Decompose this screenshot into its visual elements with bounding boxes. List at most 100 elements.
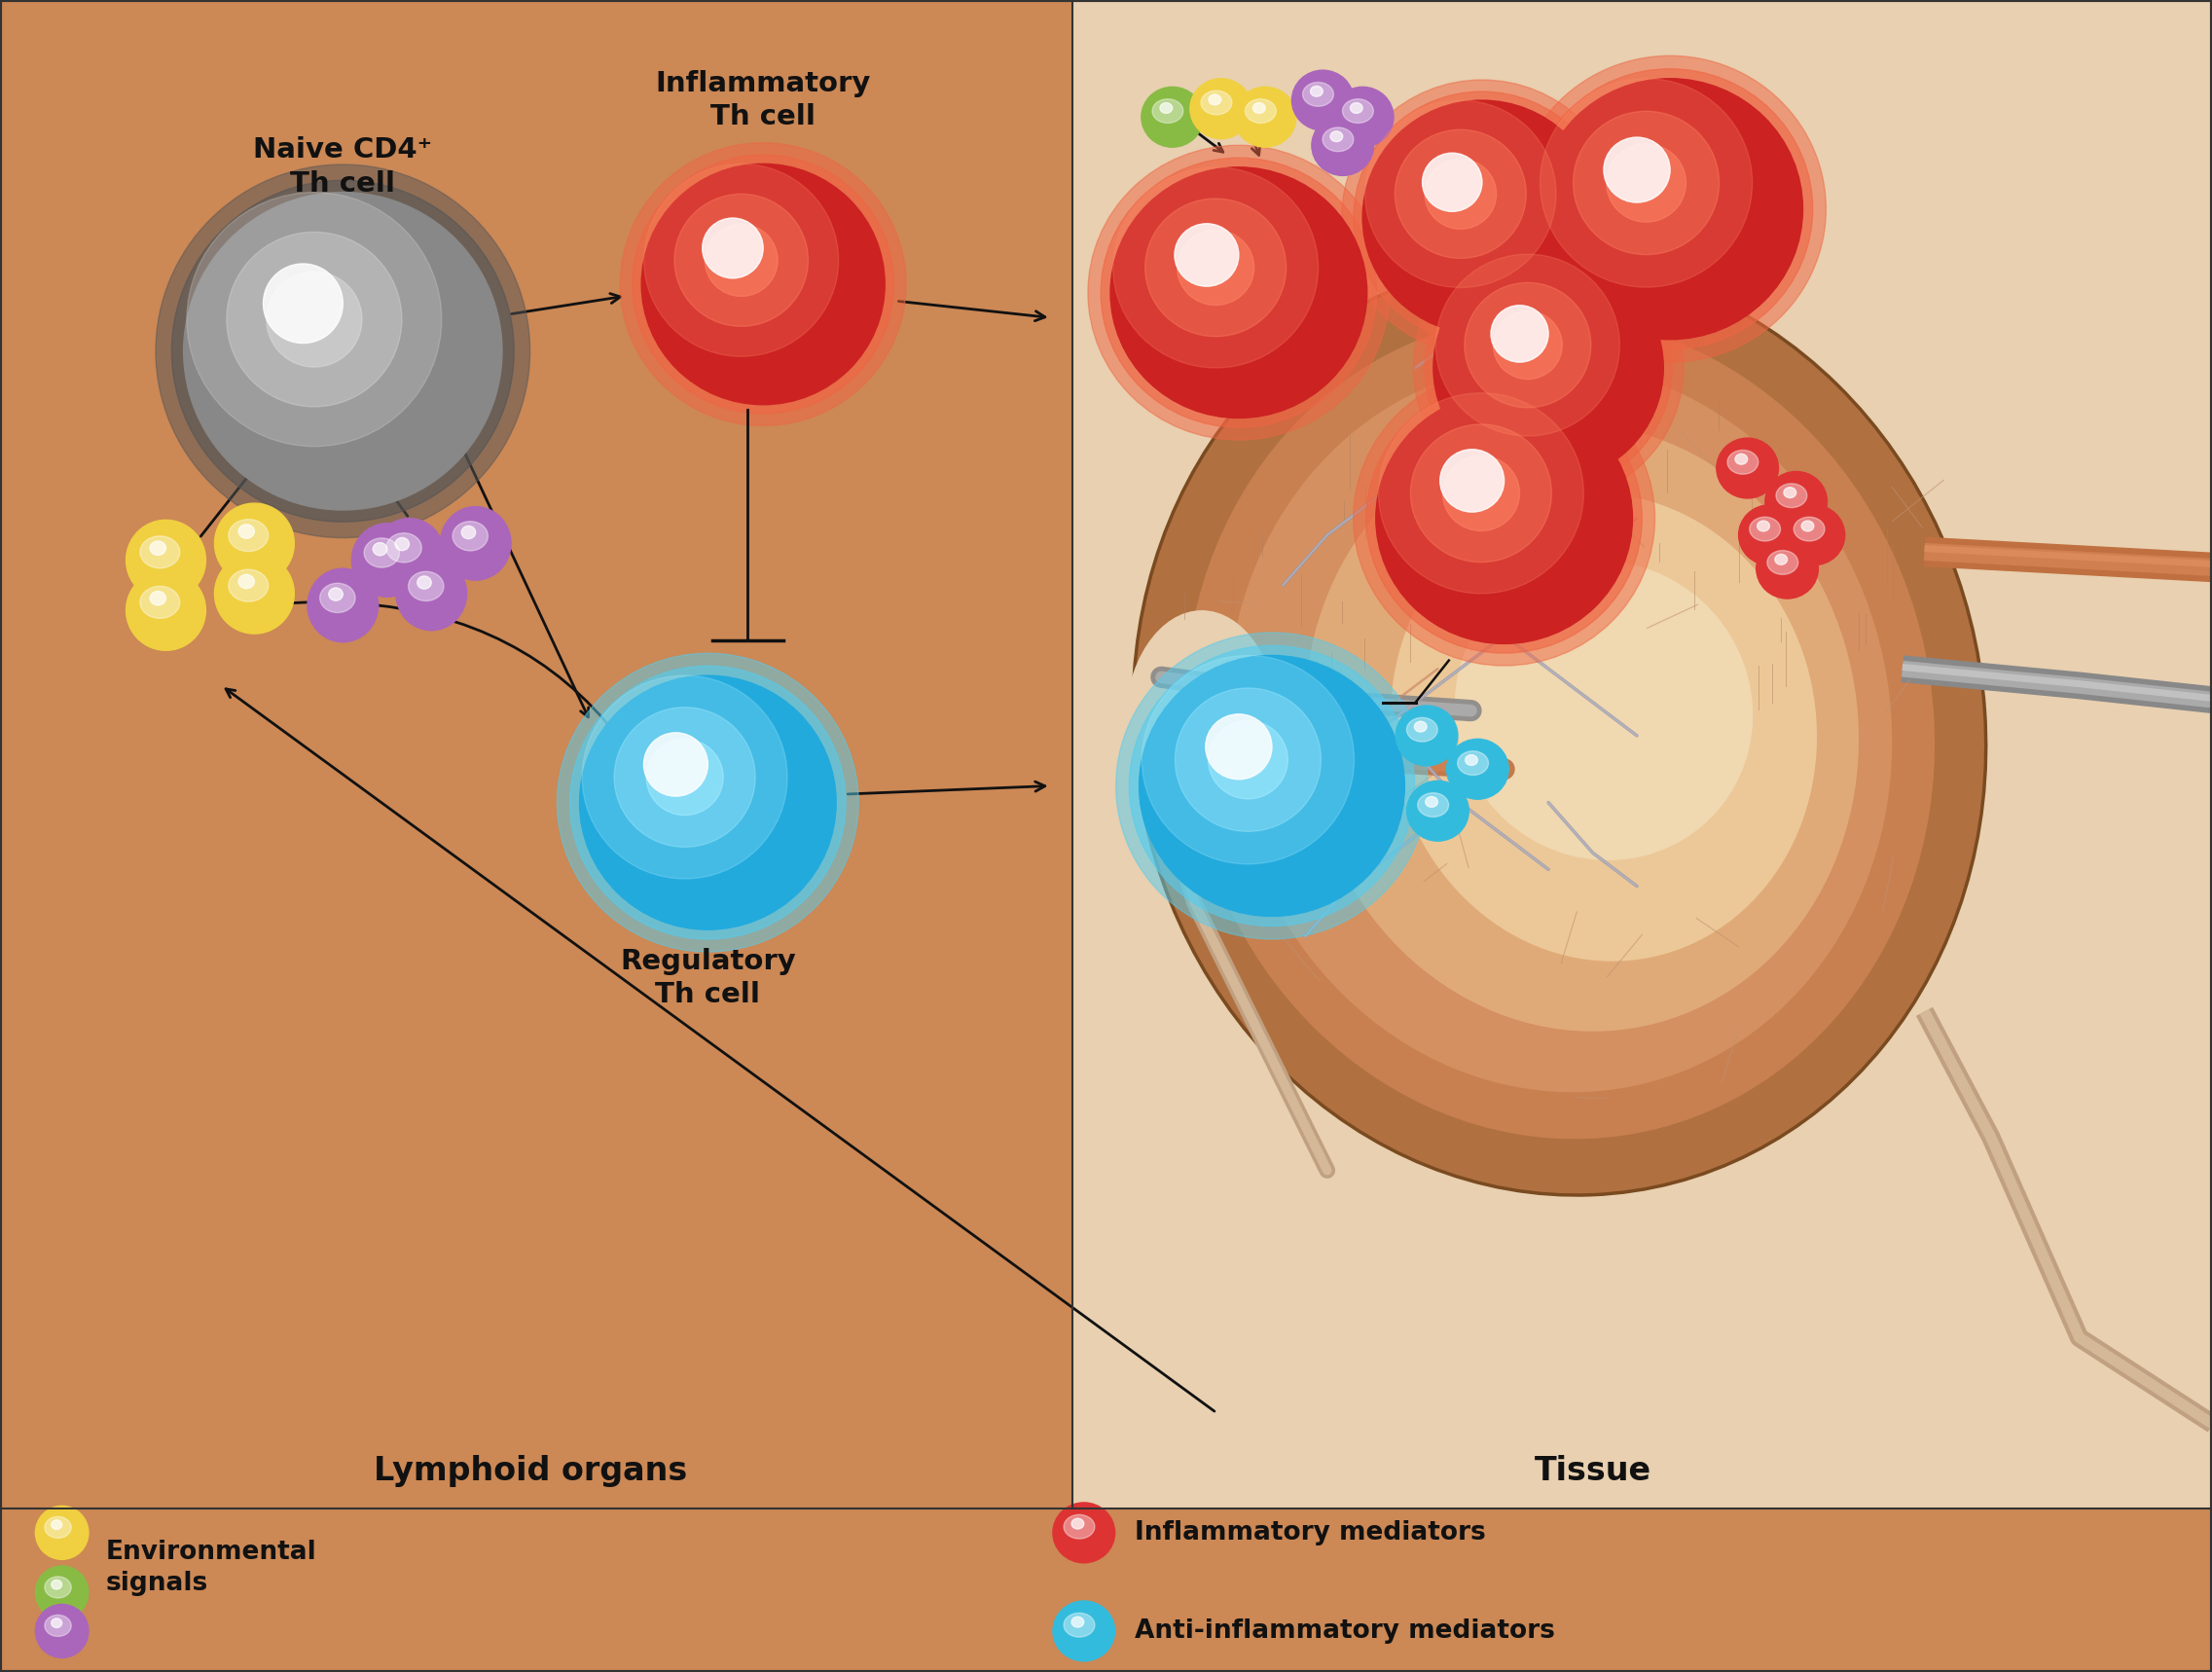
Ellipse shape xyxy=(1422,152,1482,212)
Ellipse shape xyxy=(1440,450,1504,512)
Text: Environmental
signals: Environmental signals xyxy=(106,1540,316,1595)
Ellipse shape xyxy=(1391,493,1816,961)
Ellipse shape xyxy=(228,520,268,552)
Ellipse shape xyxy=(35,1567,88,1620)
Ellipse shape xyxy=(701,217,763,278)
Ellipse shape xyxy=(582,675,787,879)
Ellipse shape xyxy=(1208,94,1221,105)
Ellipse shape xyxy=(1776,483,1807,508)
Ellipse shape xyxy=(374,518,445,592)
Ellipse shape xyxy=(1312,115,1374,176)
Ellipse shape xyxy=(307,568,378,642)
Ellipse shape xyxy=(1110,167,1367,418)
Ellipse shape xyxy=(1728,450,1759,475)
Ellipse shape xyxy=(1354,92,1610,343)
Ellipse shape xyxy=(1765,472,1827,532)
Text: Anti-inflammatory mediators: Anti-inflammatory mediators xyxy=(1135,1618,1555,1644)
Ellipse shape xyxy=(706,224,779,296)
Ellipse shape xyxy=(44,1615,71,1637)
Ellipse shape xyxy=(1234,87,1296,147)
Ellipse shape xyxy=(1783,505,1845,565)
Ellipse shape xyxy=(1292,70,1354,130)
Ellipse shape xyxy=(1332,87,1394,147)
Ellipse shape xyxy=(1124,610,1279,844)
Ellipse shape xyxy=(1573,112,1719,254)
Ellipse shape xyxy=(1411,425,1551,562)
Ellipse shape xyxy=(1201,90,1232,115)
Ellipse shape xyxy=(1433,254,1663,482)
Ellipse shape xyxy=(352,523,422,597)
Ellipse shape xyxy=(1305,423,1858,1032)
Ellipse shape xyxy=(228,570,268,602)
Ellipse shape xyxy=(1190,79,1252,139)
Ellipse shape xyxy=(633,155,894,413)
Ellipse shape xyxy=(1756,520,1770,532)
Ellipse shape xyxy=(1303,82,1334,107)
Ellipse shape xyxy=(1141,87,1203,147)
Ellipse shape xyxy=(263,264,343,343)
Ellipse shape xyxy=(1206,714,1272,779)
Ellipse shape xyxy=(215,503,294,584)
Ellipse shape xyxy=(35,1605,88,1659)
Ellipse shape xyxy=(1310,85,1323,97)
Ellipse shape xyxy=(1794,517,1825,542)
Ellipse shape xyxy=(646,739,723,816)
Ellipse shape xyxy=(1343,80,1621,354)
Bar xyxy=(0,0,1073,1508)
Ellipse shape xyxy=(321,584,356,612)
Ellipse shape xyxy=(1183,316,1936,1139)
Ellipse shape xyxy=(1734,453,1747,465)
Ellipse shape xyxy=(1801,520,1814,532)
Ellipse shape xyxy=(374,543,387,555)
Ellipse shape xyxy=(186,192,442,446)
Ellipse shape xyxy=(1343,99,1374,124)
Ellipse shape xyxy=(1354,371,1655,665)
Ellipse shape xyxy=(1139,655,1405,916)
Ellipse shape xyxy=(453,522,489,550)
Ellipse shape xyxy=(1418,793,1449,818)
Ellipse shape xyxy=(1491,306,1548,363)
Ellipse shape xyxy=(1175,224,1239,286)
Ellipse shape xyxy=(1088,145,1389,440)
Ellipse shape xyxy=(126,520,206,600)
Ellipse shape xyxy=(615,707,754,848)
Ellipse shape xyxy=(1378,393,1584,594)
Ellipse shape xyxy=(1133,259,1986,1195)
Ellipse shape xyxy=(571,665,845,940)
Ellipse shape xyxy=(139,537,179,568)
Ellipse shape xyxy=(51,1618,62,1629)
Text: Tissue: Tissue xyxy=(1535,1455,1650,1488)
Ellipse shape xyxy=(1464,283,1590,408)
Ellipse shape xyxy=(396,557,467,630)
Ellipse shape xyxy=(173,181,513,522)
Ellipse shape xyxy=(1739,505,1801,565)
Ellipse shape xyxy=(1349,102,1363,114)
Ellipse shape xyxy=(644,732,708,796)
Ellipse shape xyxy=(1329,130,1343,142)
Ellipse shape xyxy=(440,507,511,580)
Ellipse shape xyxy=(1128,645,1416,926)
Ellipse shape xyxy=(139,587,179,619)
Ellipse shape xyxy=(1363,100,1601,334)
Ellipse shape xyxy=(557,654,858,951)
Ellipse shape xyxy=(155,164,531,538)
Ellipse shape xyxy=(1537,79,1803,339)
Ellipse shape xyxy=(675,194,807,326)
Ellipse shape xyxy=(1252,102,1265,114)
Ellipse shape xyxy=(1783,487,1796,498)
Text: Naive CD4⁺
Th cell: Naive CD4⁺ Th cell xyxy=(252,137,434,197)
Ellipse shape xyxy=(1750,517,1781,542)
Ellipse shape xyxy=(1152,99,1183,124)
Ellipse shape xyxy=(1464,754,1478,766)
Ellipse shape xyxy=(51,1520,62,1530)
Ellipse shape xyxy=(619,142,907,426)
Ellipse shape xyxy=(1458,751,1489,776)
Ellipse shape xyxy=(462,527,476,538)
Text: Inflammatory mediators: Inflammatory mediators xyxy=(1135,1520,1486,1545)
Ellipse shape xyxy=(1064,1613,1095,1637)
Ellipse shape xyxy=(1064,1515,1095,1538)
Ellipse shape xyxy=(1540,79,1752,288)
Ellipse shape xyxy=(1756,538,1818,599)
Ellipse shape xyxy=(1604,137,1670,202)
Ellipse shape xyxy=(1367,383,1641,654)
